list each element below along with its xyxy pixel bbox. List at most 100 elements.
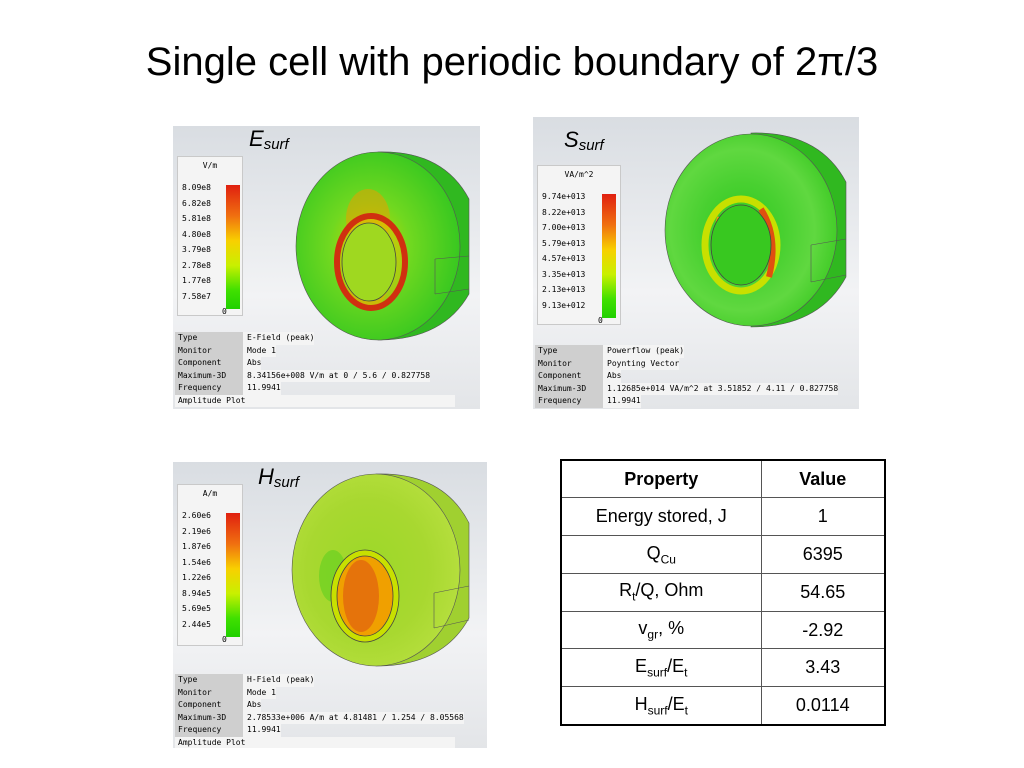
legend-value: 1.77e8 (182, 276, 211, 285)
table-row: Hsurf/Et 0.0114 (560, 686, 886, 726)
property-text: /Q, Ohm (635, 580, 704, 601)
poynting-plot: VA/m^2 9.74e+013 8.22e+013 7.00e+013 5.7… (533, 117, 859, 409)
legend-value: 1.54e6 (182, 557, 211, 567)
info-value: Mode 1 (243, 686, 276, 700)
info-value: 11.9941 (243, 724, 281, 737)
info-value: Powerflow (peak) (603, 345, 685, 358)
property-subscript: surf (647, 665, 668, 680)
info-row: Monitor Mode 1 (175, 686, 464, 700)
cavity-cell-render (664, 132, 847, 328)
info-key: Maximum-3D (535, 382, 603, 396)
property-subscript: t (632, 590, 636, 605)
property-cell: vgr, % (560, 610, 762, 650)
table-row: Rt/Q, Ohm 54.65 (560, 572, 886, 612)
color-scale-bar (226, 185, 240, 309)
legend-value: 0 (222, 307, 227, 316)
legend-value: 9.13e+012 (542, 300, 586, 310)
e-field-plot: V/m 8.09e8 6.82e8 5.81e8 4.80e8 3.79e8 2… (173, 126, 480, 409)
info-key: Monitor (535, 357, 603, 371)
info-value: Abs (243, 699, 262, 712)
h-field-legend: A/m 2.60e6 2.19e6 1.87e6 1.54e6 1.22e6 8… (177, 484, 243, 646)
legend-value: 9.74e+013 (542, 192, 586, 201)
legend-value: 2.60e6 (182, 511, 211, 520)
e-field-legend: V/m 8.09e8 6.82e8 5.81e8 4.80e8 3.79e8 2… (177, 156, 243, 316)
property-subscript: t (684, 665, 688, 680)
property-text: H (634, 693, 648, 714)
info-row: Component Abs (535, 370, 838, 383)
label-main: S (564, 127, 579, 152)
table-row: Esurf/Et 3.43 (560, 648, 886, 688)
property-subscript: Cu (660, 552, 676, 567)
property-text: /E (667, 693, 685, 714)
info-key: Monitor (175, 686, 243, 700)
info-value: E-Field (peak) (243, 332, 315, 345)
legend-unit: V/m (202, 161, 218, 170)
info-value: 11.9941 (243, 382, 281, 395)
value-cell: 6395 (760, 535, 886, 574)
info-row: Type H-Field (peak) (175, 674, 464, 687)
legend-value: 2.13e+013 (542, 285, 586, 294)
legend-value: 0 (598, 316, 603, 325)
legend-unit: A/m (202, 489, 218, 498)
property-text: Energy stored, J (595, 506, 727, 527)
info-key: Type (535, 345, 603, 358)
legend-value: 0 (222, 635, 227, 644)
column-header: Property (560, 459, 762, 499)
info-key: Component (175, 699, 243, 712)
legend-value: 3.35e+013 (542, 269, 586, 279)
info-key: Maximum-3D (175, 369, 243, 383)
info-value: Poynting Vector (603, 357, 680, 371)
property-subscript: t (684, 703, 688, 718)
info-key: Frequency (175, 724, 243, 737)
info-row: Frequency 11.9941 (175, 382, 455, 395)
legend-value: 5.81e8 (182, 214, 211, 223)
label-sub: surf (578, 137, 604, 154)
info-row: Frequency 11.9941 (535, 395, 838, 408)
property-text: , % (658, 618, 685, 639)
legend-value: 8.94e5 (182, 588, 211, 598)
column-header: Value (760, 459, 886, 499)
info-row: Type E-Field (peak) (175, 332, 455, 345)
table-row: vgr, % -2.92 (560, 610, 886, 650)
value-cell: 3.43 (760, 648, 886, 688)
table-row: Energy stored, J 1 (560, 497, 886, 537)
property-cell: QCu (560, 535, 762, 574)
legend-value: 7.00e+013 (542, 223, 586, 232)
info-row: Maximum-3D 2.78533e+006 A/m at 4.81481 / … (175, 711, 464, 725)
info-row: Maximum-3D 1.12685e+014 VA/m^2 at 3.51852… (535, 382, 839, 396)
legend-value: 8.22e+013 (542, 207, 586, 217)
info-row: Maximum-3D 8.34156e+008 V/m at 0 / 5.6 / … (175, 369, 455, 383)
property-cell: Esurf/Et (560, 648, 762, 688)
plot-type-label: Amplitude Plot (175, 736, 455, 748)
info-row: Component Abs (175, 357, 455, 370)
value-cell: 1 (760, 497, 886, 537)
info-key: Type (175, 674, 243, 687)
info-key: Frequency (535, 395, 603, 408)
label-main: H (258, 464, 274, 489)
e-surf-label: Esurf (249, 126, 289, 153)
property-subscript: gr (647, 627, 659, 642)
value-cell: 54.65 (760, 572, 886, 612)
info-row: Monitor Mode 1 (175, 344, 455, 358)
info-key: Type (175, 332, 243, 345)
info-key: Frequency (175, 382, 243, 395)
table-row: QCu 6395 (560, 535, 886, 574)
info-row: Monitor Poynting Vector (535, 357, 838, 371)
legend-value: 5.79e+013 (542, 238, 586, 248)
info-value: 11.9941 (603, 395, 641, 408)
info-value: Mode 1 (243, 344, 276, 358)
legend-value: 2.78e8 (182, 260, 211, 270)
info-row: Component Abs (175, 699, 464, 712)
value-cell: -2.92 (760, 610, 886, 650)
s-surf-label: Ssurf (564, 127, 604, 154)
cavity-cell-render (295, 151, 470, 341)
property-cell: Hsurf/Et (560, 686, 762, 726)
legend-value: 1.22e6 (182, 573, 211, 582)
monitor-info-table: Type E-Field (peak) Monitor Mode 1 Compone… (175, 332, 455, 407)
legend-value: 1.87e6 (182, 542, 211, 551)
info-key: Monitor (175, 344, 243, 358)
info-value: Abs (603, 370, 622, 383)
value-cell: 0.0114 (760, 686, 886, 726)
info-key: Component (175, 357, 243, 370)
label-sub: surf (263, 136, 289, 153)
